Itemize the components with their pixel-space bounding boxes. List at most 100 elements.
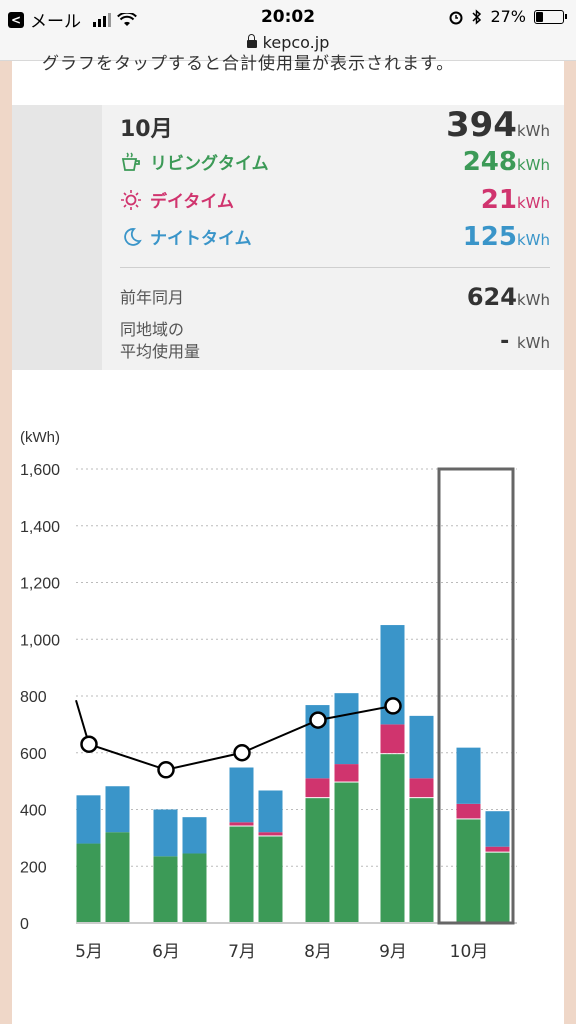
area-avg-label-2: 平均使用量 — [120, 342, 201, 361]
x-tick-label: 10月 — [450, 942, 489, 962]
page-content: グラフをタップすると合計使用量が表示されます。 10月 394kWh リビングタ… — [12, 54, 564, 1024]
bar-segment-living[interactable] — [380, 754, 405, 922]
bluetooth-icon — [472, 8, 482, 25]
day-total: 21kWh — [481, 185, 550, 215]
bar-segment-night[interactable] — [105, 786, 130, 833]
x-tick-label: 7月 — [228, 942, 256, 962]
summary-month: 10月 — [120, 117, 173, 142]
y-tick-label: 1,200 — [20, 576, 60, 593]
bar-segment-living[interactable] — [105, 832, 130, 922]
coffee-cup-icon — [121, 151, 140, 171]
living-total: 248kWh — [463, 147, 550, 177]
y-tick-label: 1,600 — [20, 462, 60, 479]
bar-segment-night[interactable] — [229, 767, 254, 823]
moon-icon — [124, 227, 142, 246]
back-to-app-icon[interactable]: < — [8, 11, 24, 28]
night-label: ナイトタイム — [150, 229, 252, 249]
bar-segment-day[interactable] — [456, 803, 481, 819]
area-avg-value: - — [500, 329, 510, 354]
bar-segment-living[interactable] — [334, 782, 359, 922]
x-tick-label: 5月 — [75, 942, 103, 962]
bar-segment-living[interactable] — [153, 856, 178, 922]
prev-year-value: 624 — [466, 283, 517, 311]
night-total: 125kWh — [463, 222, 550, 252]
bar-segment-night[interactable] — [258, 790, 283, 833]
battery-icon — [534, 9, 567, 24]
area-avg-row: 同地域の 平均使用量 - kWh — [120, 319, 550, 367]
prev-year-row: 前年同月 624kWh — [120, 283, 550, 317]
bar-segment-living[interactable] — [229, 826, 254, 922]
night-value: 125 — [462, 222, 517, 252]
line-point — [309, 711, 327, 729]
line-point — [384, 697, 402, 715]
bar-segment-living[interactable] — [305, 798, 330, 922]
y-tick-label: 1,000 — [20, 632, 60, 649]
alarm-icon — [449, 11, 463, 24]
y-tick-label: 800 — [20, 689, 47, 706]
status-bar: < メール 20:02 27% kepco.jp — [0, 0, 576, 61]
usage-chart[interactable]: (kWh) 0 200 400 600 800 1,000 1,200 1,400 1,600 5月… — [12, 421, 564, 1001]
bar-segment-night[interactable] — [485, 811, 510, 847]
usage-summary-panel: 10月 394kWh リビングタイム 248kWh — [12, 105, 564, 370]
bar-segment-day[interactable] — [409, 778, 434, 798]
lock-icon — [246, 33, 257, 48]
bar-segment-day[interactable] — [334, 764, 359, 782]
summary-day-row: デイタイム 21kWh — [120, 185, 550, 217]
line-point — [157, 761, 175, 779]
bar-segment-living[interactable] — [258, 836, 283, 922]
y-tick-label: 1,400 — [20, 519, 60, 536]
day-label: デイタイム — [150, 192, 234, 212]
usage-chart-svg[interactable]: (kWh) 0 200 400 600 800 1,000 1,200 1,400 1,600 5月… — [12, 421, 564, 1001]
y-axis-label: (kWh) — [20, 429, 60, 446]
url-text: kepco.jp — [262, 33, 330, 52]
bar-segment-night[interactable] — [182, 817, 207, 854]
bar-segment-day[interactable] — [229, 822, 254, 826]
living-category: リビングタイム — [120, 149, 550, 174]
day-value: 21 — [480, 185, 517, 215]
area-avg-label-1: 同地域の — [120, 320, 185, 339]
bar-segment-living[interactable] — [485, 852, 510, 922]
bar-segment-living[interactable] — [409, 798, 434, 922]
bar-segment-day[interactable] — [305, 778, 330, 798]
x-tick-label: 6月 — [152, 942, 180, 962]
y-tick-label: 200 — [20, 859, 47, 876]
bar-segment-night[interactable] — [409, 715, 434, 779]
summary-living-row: リビングタイム 248kWh — [120, 147, 550, 179]
instruction-text: グラフをタップすると合計使用量が表示されます。 — [42, 54, 455, 74]
bar-segment-day[interactable] — [485, 846, 510, 852]
day-unit: kWh — [516, 194, 550, 212]
address-bar[interactable]: kepco.jp — [0, 33, 576, 52]
prev-year-label: 前年同月 — [120, 288, 185, 307]
bar-segment-night[interactable] — [334, 693, 359, 765]
bar-segment-day[interactable] — [380, 724, 405, 754]
prev-year-total: 624kWh — [467, 283, 550, 311]
summary-divider — [120, 267, 550, 268]
status-right: 27% — [448, 7, 567, 26]
bar-segment-night[interactable] — [456, 747, 481, 804]
bar-segment-living[interactable] — [456, 819, 481, 922]
bar-segment-day[interactable] — [258, 832, 283, 836]
bar-segment-night[interactable] — [76, 795, 101, 844]
status-time: 20:02 — [260, 7, 316, 27]
x-tick-label: 8月 — [304, 942, 332, 962]
area-avg-total: - kWh — [500, 329, 550, 354]
living-label: リビングタイム — [150, 154, 269, 174]
night-category: ナイトタイム — [120, 224, 550, 249]
bar-segment-night[interactable] — [153, 809, 178, 857]
prev-year-unit: kWh — [516, 291, 550, 309]
night-unit: kWh — [516, 231, 550, 249]
summary-total-unit: kWh — [516, 122, 550, 140]
living-value: 248 — [462, 147, 517, 177]
battery-percent: 27% — [490, 7, 526, 26]
bar-segment-living[interactable] — [76, 843, 101, 922]
summary-left-column — [12, 105, 102, 370]
summary-night-row: ナイトタイム 125kWh — [120, 222, 550, 254]
status-left: < メール — [8, 7, 137, 32]
bar-segment-living[interactable] — [182, 853, 207, 922]
carrier-label: メール — [30, 12, 81, 32]
selected-month-frame — [437, 467, 515, 925]
y-tick-label: 600 — [20, 746, 47, 763]
y-tick-label: 400 — [20, 803, 47, 820]
living-unit: kWh — [516, 156, 550, 174]
summary-total-value: 394 — [445, 105, 517, 145]
